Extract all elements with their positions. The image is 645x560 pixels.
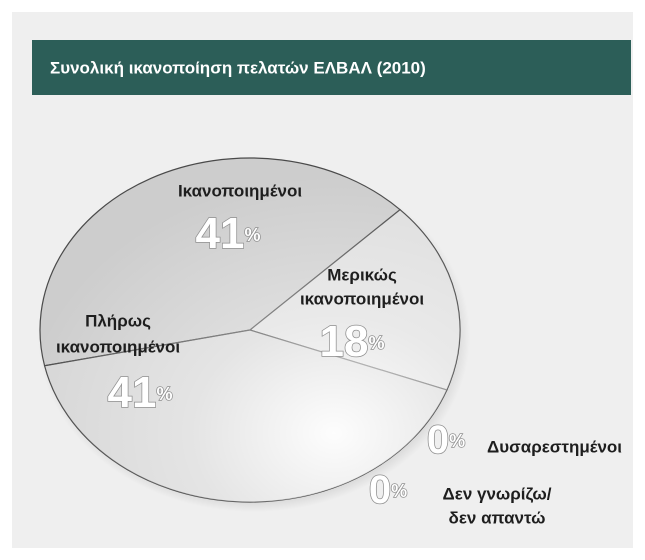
value-number: 18 xyxy=(320,317,369,366)
category-label: ικανοποιημένοι xyxy=(300,289,424,308)
value-unit: % xyxy=(391,481,407,501)
category-label: Ικανοποιημένοι xyxy=(178,181,302,200)
chart-title: Συνολική ικανοποίηση πελατών ΕΛΒΑΛ (2010… xyxy=(50,58,426,77)
value-label: 18% xyxy=(320,317,385,366)
value-number: 41 xyxy=(108,368,157,417)
value-unit: % xyxy=(368,333,384,353)
value-label: 0% xyxy=(427,418,465,462)
category-label: Πλήρως xyxy=(85,311,151,330)
value-number: 0 xyxy=(427,418,449,462)
category-label: Δεν γνωρίζω/ xyxy=(443,484,552,503)
value-label: 41% xyxy=(108,368,173,417)
value-number: 41 xyxy=(196,209,245,258)
category-label: Δυσαρεστημένοι xyxy=(487,437,622,456)
value-unit: % xyxy=(244,225,260,245)
category-label: δεν απαντώ xyxy=(449,508,546,527)
value-number: 0 xyxy=(369,468,391,512)
value-label: 0% xyxy=(369,468,407,512)
title-bar xyxy=(32,40,631,95)
labels: Ικανοποιημένοι 41% Μερικώς ικανοποιημένοι 18… xyxy=(56,181,622,527)
category-label: ικανοποιημένοι xyxy=(56,337,180,356)
category-label: Μερικώς xyxy=(327,265,397,284)
value-unit: % xyxy=(156,384,172,404)
value-unit: % xyxy=(449,431,465,451)
value-label: 41% xyxy=(196,209,261,258)
